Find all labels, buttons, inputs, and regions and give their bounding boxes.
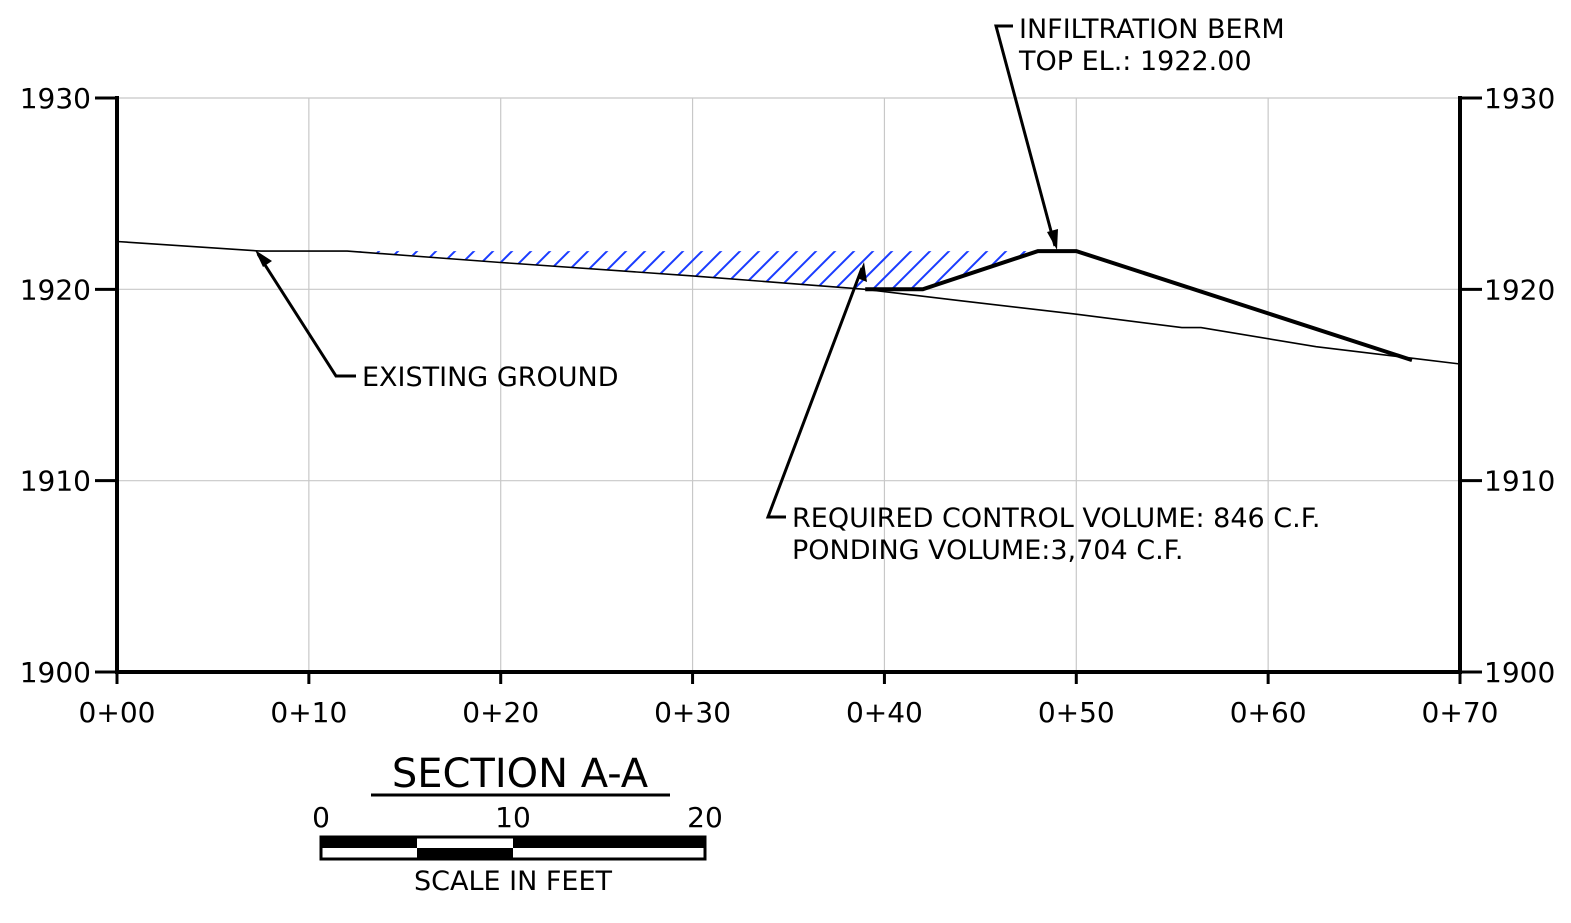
hatch-line — [392, 251, 442, 290]
x-tick-label: 0+10 — [270, 696, 347, 729]
scale-bar-top-right-segment — [513, 837, 705, 848]
hatch-line — [734, 251, 784, 290]
hatch-line — [658, 251, 708, 290]
scale-label-10: 10 — [495, 801, 531, 834]
x-tick-label: 0+60 — [1230, 696, 1307, 729]
right-y-tick-label: 1920 — [1484, 273, 1555, 306]
hatch-line — [544, 251, 594, 290]
existing-ground-line — [116, 240, 1461, 365]
hatch-line — [468, 251, 518, 290]
hatch-line — [829, 251, 879, 290]
scale-caption: SCALE IN FEET — [414, 866, 613, 897]
control-volume-leader-arrow — [857, 262, 867, 282]
hatch-line — [411, 251, 461, 290]
existing-ground-leader-arrow — [255, 250, 272, 267]
hatch-line — [848, 251, 898, 290]
hatch-line — [487, 251, 537, 290]
hatch-line — [356, 251, 366, 290]
x-tick-label: 0+40 — [846, 696, 923, 729]
hatch-line — [867, 251, 917, 290]
hatch-line — [430, 251, 480, 290]
hatch-line — [981, 251, 1031, 290]
hatch-line — [753, 251, 803, 290]
x-tick-label: 0+30 — [654, 696, 731, 729]
left-y-tick-label: 1930 — [20, 82, 91, 115]
control-volume-label: REQUIRED CONTROL VOLUME: 846 C.F. — [792, 503, 1321, 534]
hatch-line — [677, 251, 727, 290]
hatch-line — [886, 251, 936, 290]
right-y-tick-label: 1900 — [1484, 656, 1555, 689]
hatch-line — [715, 251, 765, 290]
scale-label-20: 20 — [687, 801, 723, 834]
hatch-line — [506, 251, 556, 290]
scale-label-0: 0 — [312, 801, 330, 834]
right-y-tick-label: 1930 — [1484, 82, 1555, 115]
hatch-line — [772, 251, 822, 290]
infiltration-berm-line — [865, 249, 1413, 363]
x-tick-label: 0+00 — [79, 696, 156, 729]
hatch-line — [525, 251, 575, 290]
hatch-line — [639, 251, 689, 290]
left-y-tick-label: 1910 — [20, 465, 91, 498]
ponding-volume-label: PONDING VOLUME:3,704 C.F. — [792, 535, 1183, 566]
berm-leader-line — [994, 24, 1057, 247]
scale-bar: 0 10 20 SCALE IN FEET — [312, 801, 723, 897]
left-y-tick-label: 1900 — [20, 656, 91, 689]
hatch-line — [905, 251, 955, 290]
control-volume-leader-line — [765, 267, 864, 519]
x-tick-label: 0+50 — [1038, 696, 1115, 729]
hatch-line — [449, 251, 499, 290]
left-y-tick-label: 1920 — [20, 273, 91, 306]
existing-ground-label: EXISTING GROUND — [362, 362, 619, 393]
hatch-line — [962, 251, 1012, 290]
x-tick-label: 0+20 — [462, 696, 539, 729]
berm-label-line1: INFILTRATION BERM — [1019, 14, 1285, 45]
axis-ticks: 0+00 0+10 0+20 0+30 0+40 0+50 0+60 0+70 1930 1920… — [20, 82, 1556, 729]
ponding-area-hatch — [356, 251, 1038, 290]
x-tick-label: 0+70 — [1422, 696, 1499, 729]
berm-leader-arrow — [1047, 229, 1058, 250]
existing-ground-leader-line — [256, 253, 356, 378]
grid-lines — [117, 97, 1460, 672]
berm-label-line2: TOP EL.: 1922.00 — [1018, 46, 1252, 77]
right-y-tick-label: 1910 — [1484, 465, 1555, 498]
section-title: SECTION A-A — [392, 751, 649, 797]
hatch-line — [696, 251, 746, 290]
scale-bar-bottom-mid-segment — [417, 848, 513, 859]
scale-bar-top-left-segment — [321, 837, 417, 848]
hatch-line — [620, 251, 670, 290]
